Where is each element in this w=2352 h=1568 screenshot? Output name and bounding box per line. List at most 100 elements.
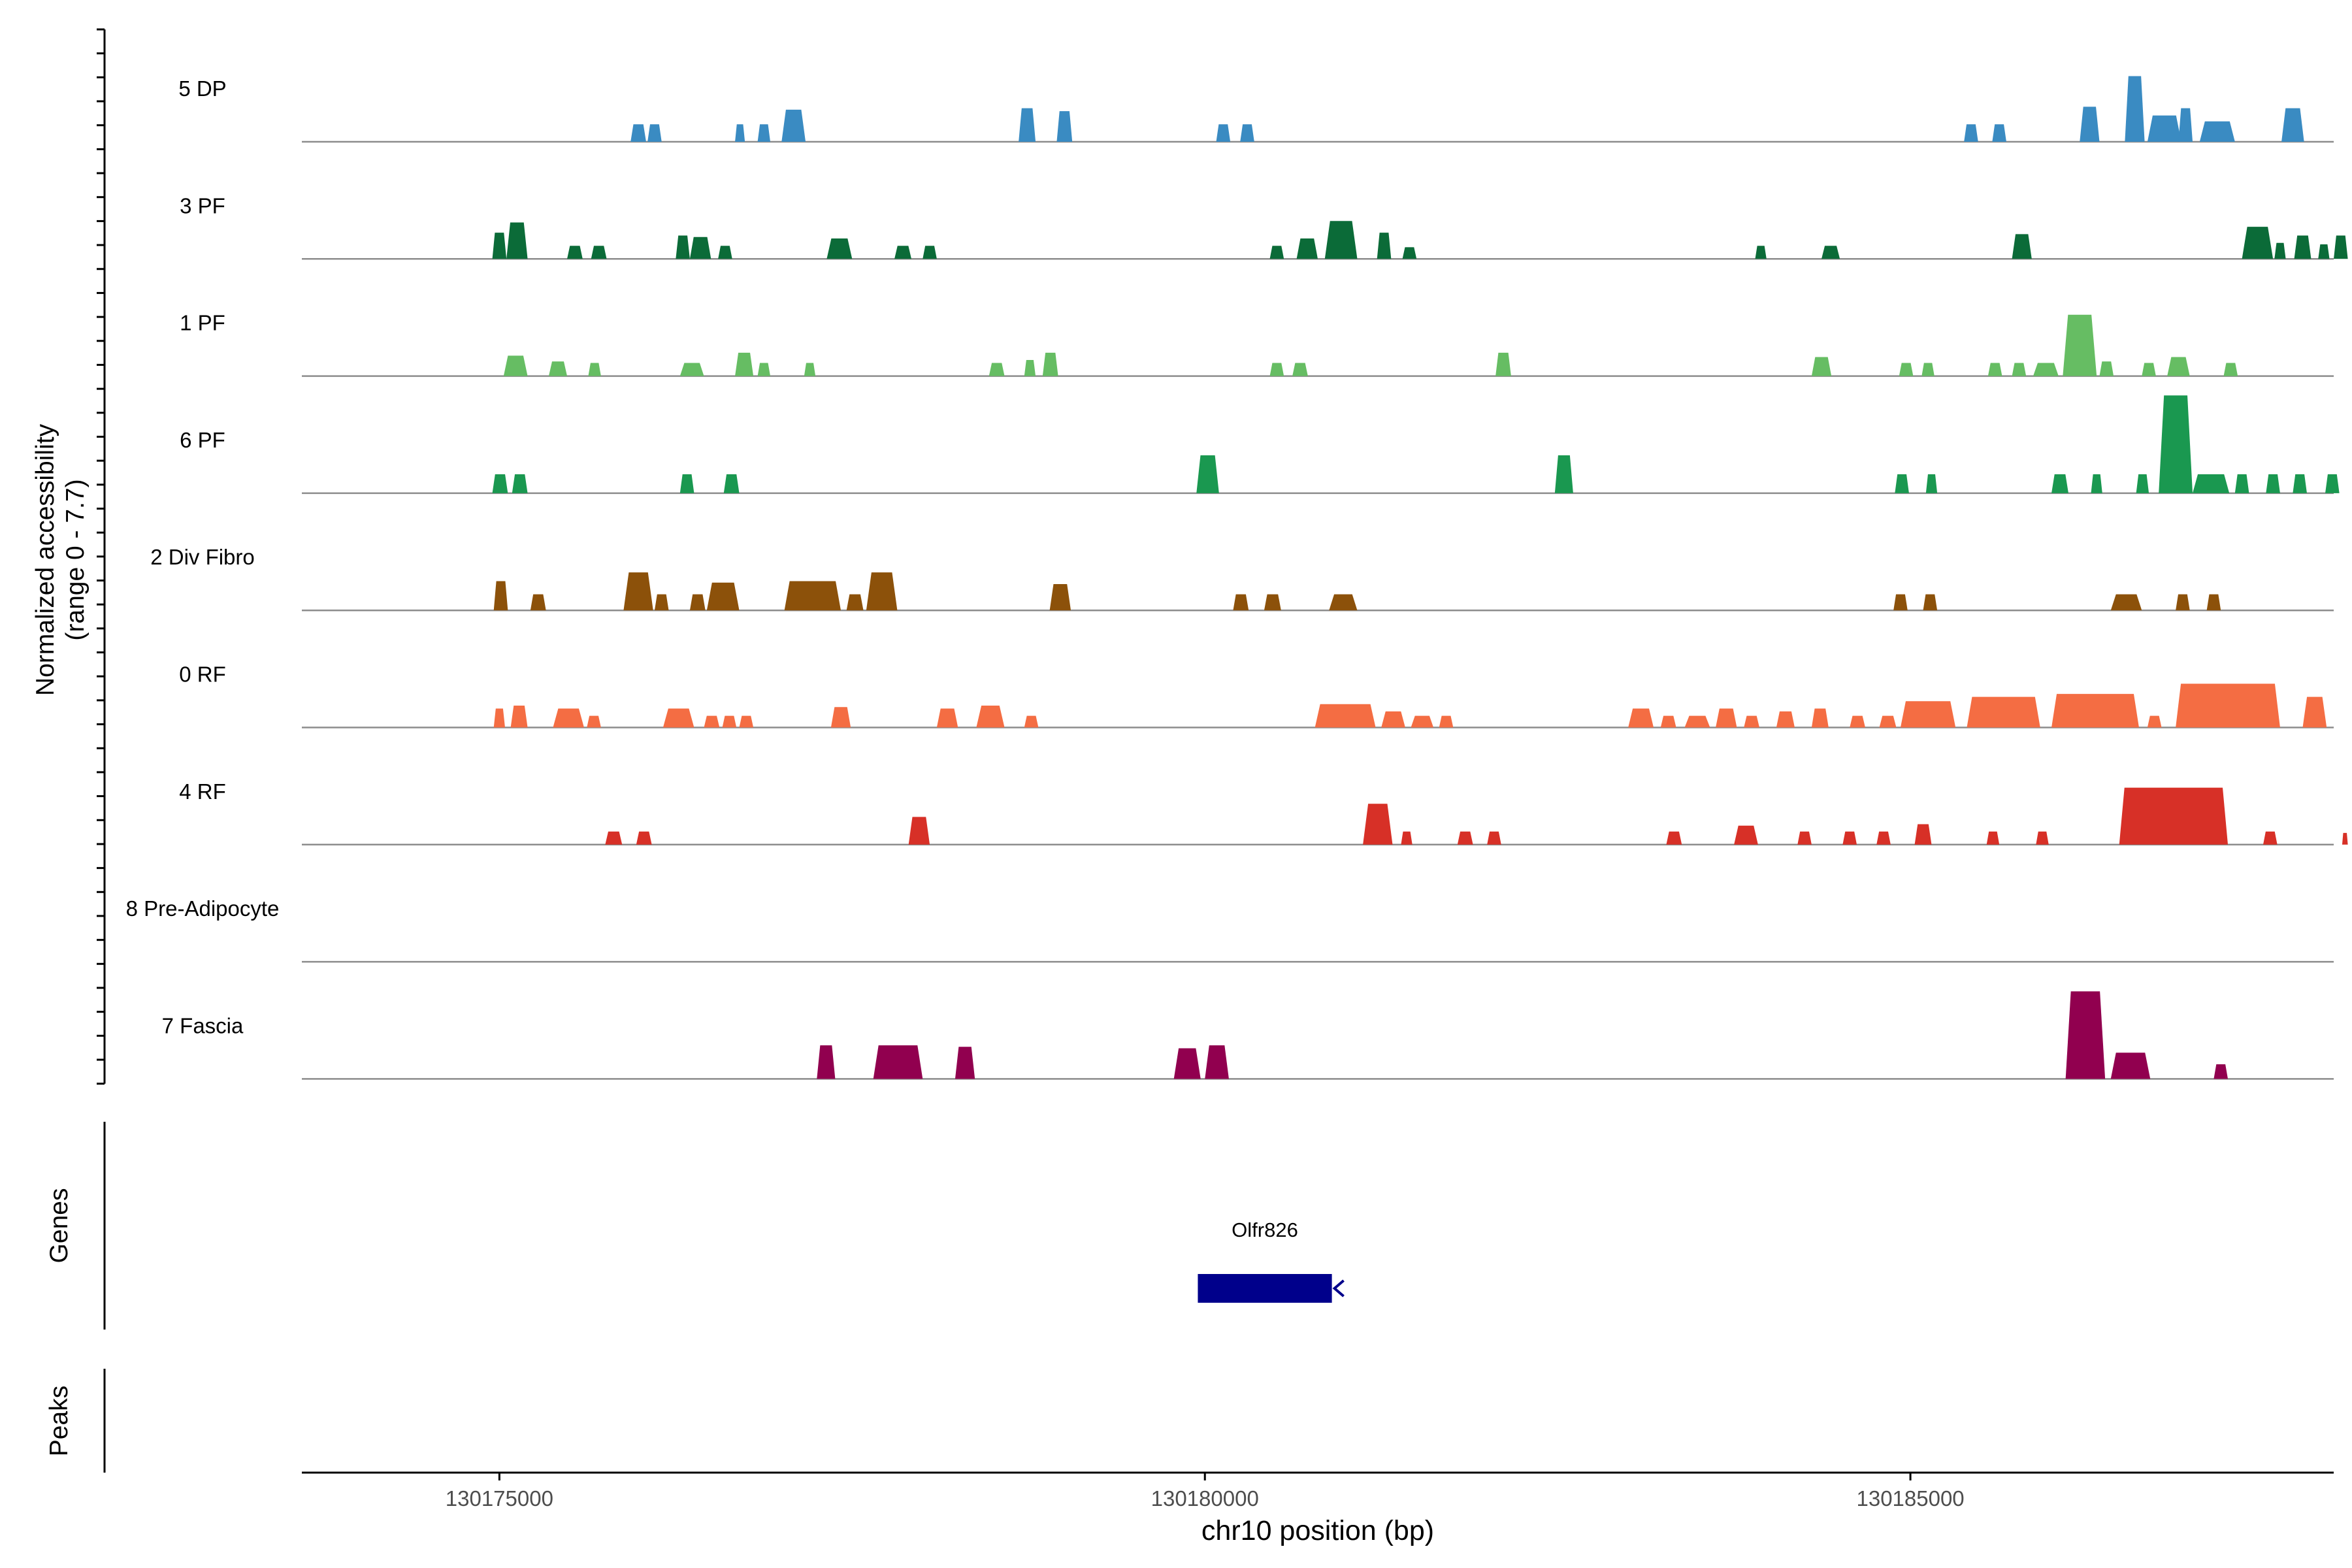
coverage-peak — [2147, 115, 2181, 142]
coverage-peak — [2119, 787, 2229, 845]
coverage-peak — [846, 594, 864, 611]
coverage-peak — [2178, 108, 2193, 142]
track-label: 3 PF — [180, 193, 225, 218]
coverage-peak — [553, 708, 584, 728]
gene-body — [1198, 1274, 1332, 1303]
coverage-peak — [1734, 825, 1758, 845]
coverage-peak — [1842, 831, 1857, 845]
track-label: 7 Fascia — [162, 1013, 244, 1037]
coverage-peak — [1363, 804, 1393, 845]
coverage-peak — [826, 238, 853, 259]
coverage-peak — [679, 474, 694, 493]
coverage-peak — [723, 474, 740, 493]
coverage-peak — [1205, 1045, 1229, 1079]
track-label: 1 PF — [180, 311, 225, 335]
coverage-peak — [894, 246, 911, 259]
coverage-peak — [689, 237, 711, 259]
coverage-peak — [1925, 474, 1938, 493]
coverage-peak — [2080, 106, 2100, 142]
coverage-peak — [908, 817, 930, 845]
coverage-peak — [1776, 711, 1795, 728]
coverage-peak — [2242, 227, 2274, 259]
coverage-peak — [923, 246, 937, 259]
coverage-peak — [2325, 474, 2340, 493]
coverage-peak — [706, 582, 740, 611]
coverage-peak — [2159, 395, 2193, 493]
coverage-peak — [492, 474, 508, 493]
coverage-peak — [1914, 824, 1932, 845]
coverage-peak — [735, 352, 754, 376]
coverage-peak — [1056, 111, 1073, 142]
coverage-peak — [757, 363, 771, 376]
coverage-peak — [784, 581, 841, 611]
track-panels: 5 DP 3 PF 1 PF 6 PF 2 Div Fibro 0 RF 4 RF 8 Pre… — [126, 76, 2348, 1080]
coverage-peak — [1755, 246, 1767, 259]
coverage-peak — [1797, 831, 1812, 845]
coverage-peak — [866, 572, 898, 611]
track-0: 5 DP — [178, 76, 2334, 143]
track-label: 5 DP — [178, 76, 226, 101]
coverage-peak — [955, 1047, 975, 1079]
coverage-peak — [1401, 831, 1413, 845]
coverage-peak — [1216, 124, 1231, 142]
coverage-peak — [1269, 363, 1284, 376]
coverage-peak — [588, 363, 601, 376]
coverage-peak — [1324, 221, 1358, 259]
coverage-peak — [689, 594, 706, 611]
gene-strand-arrow — [1332, 1279, 1345, 1298]
coverage-peak — [1921, 363, 1935, 376]
track-label: 8 Pre-Adipocyte — [126, 896, 280, 921]
coverage-peak — [1967, 696, 2040, 728]
track-1: 3 PF — [180, 193, 2348, 260]
coverage-peak — [1487, 831, 1501, 845]
coverage-peak — [2193, 474, 2230, 493]
track-label: 4 RF — [179, 779, 226, 804]
coverage-peak — [1381, 711, 1405, 728]
coverage-peak — [1329, 594, 1358, 611]
x-tick-label: 130175000 — [446, 1486, 553, 1511]
coverage-peak — [1893, 594, 1908, 611]
coverage-peak — [988, 363, 1005, 376]
coverage-peak — [493, 581, 508, 611]
coverage-peak — [2302, 696, 2327, 728]
coverage-peak — [1233, 594, 1249, 611]
coverage-peak — [1554, 455, 1573, 493]
coverage-peak — [630, 124, 646, 142]
coverage-peak — [654, 594, 669, 611]
coverage-peak — [2142, 363, 2156, 376]
coverage-peak — [1315, 704, 1376, 728]
gene-annotations: Olfr826 — [1198, 1218, 1345, 1303]
coverage-peak — [804, 363, 816, 376]
coverage-peak — [605, 831, 623, 845]
coverage-peak — [2065, 991, 2106, 1079]
coverage-peak — [1850, 715, 1865, 728]
coverage-peak — [1811, 708, 1829, 728]
coverage-peak — [757, 124, 771, 142]
coverage-peak — [1264, 594, 1281, 611]
coverage-peak — [1684, 715, 1710, 728]
track-7: 8 Pre-Adipocyte — [126, 896, 2334, 963]
coverage-peak — [492, 233, 507, 259]
coverage-peak — [1292, 363, 1308, 376]
coverage-peak — [1987, 363, 2002, 376]
coverage-peak — [676, 235, 690, 259]
coverage-peak — [2110, 1053, 2151, 1079]
coverage-peak — [1439, 715, 1454, 728]
x-axis-label: chr10 position (bp) — [1201, 1515, 1434, 1546]
x-tick-label: 130180000 — [1151, 1486, 1259, 1511]
coverage-peak — [1876, 831, 1891, 845]
coverage-peak — [1024, 360, 1036, 376]
coverage-peak — [1411, 715, 1434, 728]
track-label: 0 RF — [179, 662, 226, 687]
track-4: 2 Div Fibro — [150, 545, 2334, 612]
track-3: 6 PF — [180, 395, 2340, 495]
coverage-peak — [623, 572, 653, 611]
coverage-peak — [591, 246, 607, 259]
coverage-peak — [2051, 694, 2139, 728]
coverage-peak — [2033, 363, 2059, 376]
coverage-peak — [2125, 76, 2145, 142]
coverage-peak — [1986, 831, 2000, 845]
coverage-peak — [1628, 708, 1654, 728]
